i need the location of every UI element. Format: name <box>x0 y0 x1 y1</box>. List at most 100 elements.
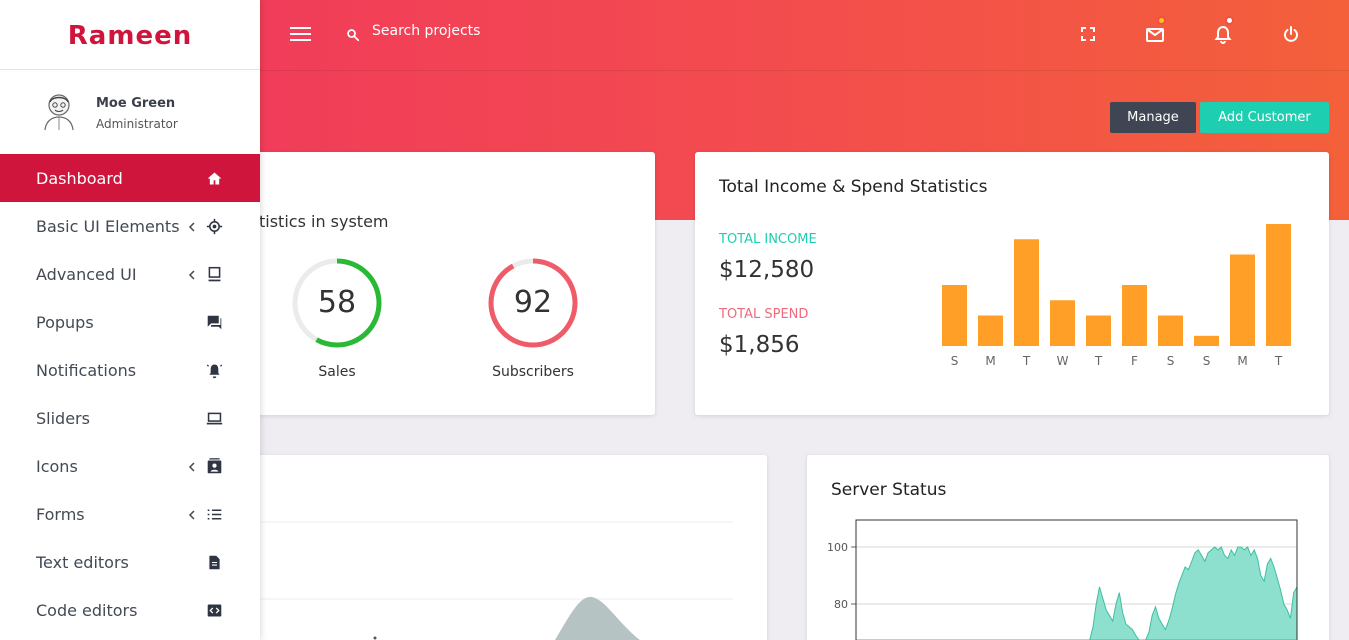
manage-button[interactable]: Manage <box>1110 102 1196 133</box>
bar <box>1158 315 1183 346</box>
bar <box>1194 335 1219 346</box>
sidebar-item-label: Code editors <box>36 601 138 620</box>
mail-badge-dot <box>1157 16 1166 25</box>
sidebar-item-code-editors[interactable]: Code editors <box>0 586 260 634</box>
server-status-title: Server Status <box>831 480 947 500</box>
plot-frame <box>855 519 1298 640</box>
sidebar-item-label: Basic UI Elements <box>36 217 180 236</box>
income-spend-card: Total Income & Spend Statistics TOTAL IN… <box>695 152 1329 415</box>
bar <box>1230 254 1255 346</box>
bar <box>978 315 1003 346</box>
notification-badge-dot <box>1225 16 1234 25</box>
search-icon[interactable] <box>346 28 360 42</box>
x-tick-label: F <box>1131 354 1138 368</box>
subscribers-value: 92 <box>513 285 553 320</box>
x-tick-label: T <box>1094 354 1103 368</box>
total-income-label: TOTAL INCOME <box>719 232 817 247</box>
subscribers-label: Subscribers <box>492 364 574 380</box>
fullscreen-icon[interactable] <box>1078 24 1098 44</box>
search-input[interactable] <box>372 18 632 44</box>
menu-toggle-icon[interactable] <box>290 27 311 41</box>
bar <box>1086 315 1111 346</box>
sales-gauge-arc <box>292 258 382 348</box>
server-status-card: Server Status 100 80 <box>807 455 1329 640</box>
traffic-area-chart <box>260 521 733 640</box>
total-income-value: $12,580 <box>719 257 815 283</box>
sidebar-item-label: Icons <box>36 457 78 476</box>
bar <box>1050 300 1075 346</box>
server-status-chart: 100 80 <box>827 519 1298 640</box>
traffic-chart-card <box>160 455 767 640</box>
sidebar-item-icons[interactable]: Icons <box>0 442 260 490</box>
notification-button[interactable] <box>1213 16 1234 44</box>
sidebar-item-notifications[interactable]: Notifications <box>0 346 260 394</box>
home-icon <box>207 172 222 185</box>
sidebar-item-label: Popups <box>36 313 94 332</box>
income-card-title: Total Income & Spend Statistics <box>719 177 988 197</box>
x-tick-label: M <box>985 354 995 368</box>
add-customer-button[interactable]: Add Customer <box>1200 102 1329 133</box>
x-tick-label: W <box>1057 354 1069 368</box>
total-spend-label: TOTAL SPEND <box>719 307 809 322</box>
sidebar-item-basic-ui-elements[interactable]: Basic UI Elements <box>0 202 260 250</box>
sidebar-item-forms[interactable]: Forms <box>0 490 260 538</box>
subscribers-gauge-arc <box>488 258 578 348</box>
y-tick-label: 80 <box>834 598 848 611</box>
contact-card-icon <box>207 458 222 474</box>
y-tick-label: 100 <box>827 541 848 554</box>
sidebar-item-label: Sliders <box>36 409 90 428</box>
avatar[interactable] <box>40 90 78 132</box>
sales-label: Sales <box>318 364 356 380</box>
sidebar-item-advanced-ui[interactable]: Advanced UI <box>0 250 260 298</box>
sidebar-item-dashboard[interactable]: Dashboard <box>0 154 260 202</box>
sidebar-item-popups[interactable]: Popups <box>0 298 260 346</box>
bar <box>942 285 967 346</box>
x-tick-label: M <box>1237 354 1247 368</box>
x-tick-label: T <box>1274 354 1283 368</box>
user-profile: Moe Green Administrator <box>0 70 260 154</box>
sidebar-item-label: Advanced UI <box>36 265 137 284</box>
document-icon <box>209 555 220 570</box>
sidebar-item-label: Notifications <box>36 361 137 380</box>
sidebar-item-text-editors[interactable]: Text editors <box>0 538 260 586</box>
sales-gauge: 58 <box>290 256 384 350</box>
desktop-icon <box>208 266 221 282</box>
bar <box>1014 239 1039 346</box>
mail-button[interactable] <box>1145 16 1166 44</box>
target-icon <box>206 218 223 235</box>
subscribers-gauge: 92 <box>486 256 580 350</box>
bell-icon <box>1214 25 1232 44</box>
power-icon[interactable] <box>1281 24 1301 44</box>
x-tick-label: T <box>1022 354 1031 368</box>
brand-logo[interactable]: Rameen <box>0 0 260 70</box>
sidebar: Rameen Moe Green Administrator Dashboard… <box>0 0 260 640</box>
code-icon <box>207 604 222 617</box>
user-role: Administrator <box>96 117 178 131</box>
chevron-left-icon <box>188 222 195 232</box>
chevron-left-icon <box>188 462 195 472</box>
sales-value: 58 <box>317 285 357 320</box>
laptop-icon <box>206 412 223 425</box>
chevron-left-icon <box>188 270 195 280</box>
chevron-left-icon <box>188 510 195 520</box>
area-series <box>555 596 640 640</box>
bar <box>1266 224 1291 346</box>
sidebar-item-sliders[interactable]: Sliders <box>0 394 260 442</box>
sidebar-item-label: Forms <box>36 505 85 524</box>
sidebar-item-label: Dashboard <box>36 169 123 188</box>
x-tick-label: S <box>1167 354 1175 368</box>
x-tick-label: S <box>951 354 959 368</box>
data-point <box>373 636 377 640</box>
x-tick-label: S <box>1203 354 1211 368</box>
total-spend-value: $1,856 <box>719 332 800 358</box>
top-bar <box>260 0 1349 70</box>
bar <box>1122 285 1147 346</box>
statistics-subtitle: tistics in system <box>259 212 389 231</box>
list-icon <box>207 509 222 520</box>
mail-icon <box>1146 28 1164 42</box>
chat-icon <box>207 315 222 330</box>
sidebar-item-label: Text editors <box>36 553 129 572</box>
user-name: Moe Green <box>96 96 176 111</box>
bell-ring-icon <box>206 364 223 379</box>
